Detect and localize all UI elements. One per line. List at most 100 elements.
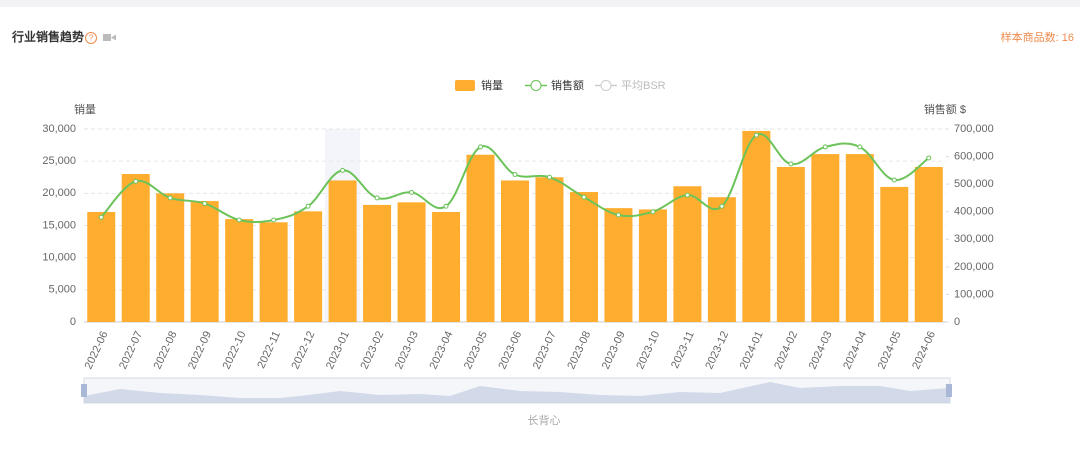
bar xyxy=(466,154,495,322)
x-tick-label: 2022-09 xyxy=(186,329,214,371)
legend-label[interactable]: 平均BSR xyxy=(621,79,666,92)
bar xyxy=(776,166,805,322)
chart-title: 行业销售趋势 xyxy=(11,29,84,44)
x-tick-label: 2024-04 xyxy=(841,329,869,371)
help-icon[interactable] xyxy=(85,32,97,44)
sales-point xyxy=(512,171,518,177)
zoom-handle-right[interactable] xyxy=(946,384,952,397)
bar xyxy=(225,219,254,322)
bar xyxy=(569,192,598,322)
x-tick-label: 2024-03 xyxy=(807,329,835,371)
sales-point xyxy=(167,195,173,201)
bar xyxy=(535,177,564,322)
bar xyxy=(673,186,702,322)
top-strip xyxy=(0,0,1080,7)
bar xyxy=(121,174,150,322)
y2-tick-label: 200,000 xyxy=(954,261,994,273)
sales-point xyxy=(684,192,690,198)
bar xyxy=(811,154,840,322)
video-icon-tip xyxy=(111,34,116,41)
sales-point xyxy=(409,189,415,195)
sales-point xyxy=(926,155,932,161)
y-tick-label: 30,000 xyxy=(42,123,76,135)
sales-point xyxy=(478,144,484,150)
sales-point xyxy=(271,217,277,223)
y2-tick-label: 600,000 xyxy=(954,150,994,162)
legend-swatch[interactable] xyxy=(455,80,475,91)
bar xyxy=(432,211,461,322)
bar xyxy=(259,222,288,322)
x-tick-label: 2024-05 xyxy=(876,329,904,371)
x-tick-label: 2022-12 xyxy=(290,329,318,371)
zoom-handle-left[interactable] xyxy=(81,384,87,397)
video-icon[interactable] xyxy=(103,34,111,41)
bar xyxy=(294,211,323,322)
bar xyxy=(501,180,529,322)
x-tick-label: 2023-04 xyxy=(427,329,455,371)
sales-point xyxy=(857,144,863,150)
x-tick-label: 2022-06 xyxy=(83,329,111,371)
x-tick-label: 2024-01 xyxy=(738,329,766,371)
y2-tick-label: 400,000 xyxy=(954,206,994,218)
sales-point xyxy=(98,214,104,220)
sales-point xyxy=(719,203,725,209)
x-tick-label: 2024-06 xyxy=(910,329,938,371)
x-tick-label: 2023-12 xyxy=(703,329,731,371)
sales-point xyxy=(788,161,794,167)
bar xyxy=(742,130,771,322)
y2-tick-label: 100,000 xyxy=(954,288,994,300)
sales-point xyxy=(202,200,208,206)
y2-tick-label: 0 xyxy=(954,316,960,328)
sales-point xyxy=(374,195,380,201)
sales-point xyxy=(133,178,139,184)
bar xyxy=(397,202,426,322)
x-tick-label: 2023-07 xyxy=(531,329,559,371)
x-tick-label: 2023-06 xyxy=(496,329,524,371)
y2-tick-label: 500,000 xyxy=(954,178,994,190)
legend-swatch-dot xyxy=(600,80,612,91)
legend-label[interactable]: 销量 xyxy=(481,78,503,92)
bar xyxy=(845,154,874,322)
footer-label: 长背心 xyxy=(528,413,561,427)
x-tick-label: 2023-09 xyxy=(600,329,628,371)
y-tick-label: 20,000 xyxy=(42,187,76,199)
sales-point xyxy=(822,144,828,150)
x-tick-label: 2024-02 xyxy=(772,329,800,371)
x-tick-label: 2023-01 xyxy=(324,329,352,371)
y-tick-label: 0 xyxy=(70,316,76,328)
sales-point xyxy=(443,203,449,209)
bar xyxy=(87,211,116,322)
y2-axis-title: 销售额 $ xyxy=(924,102,966,116)
x-tick-label: 2023-11 xyxy=(669,329,697,370)
bar xyxy=(880,186,909,322)
bar xyxy=(363,204,392,322)
bar xyxy=(604,208,633,322)
bar xyxy=(638,209,667,322)
x-tick-label: 2022-10 xyxy=(221,329,249,371)
sales-point xyxy=(340,167,346,173)
help-icon-mark: ? xyxy=(89,34,94,43)
bar xyxy=(707,197,736,322)
sample-count: 样本商品数: 16 xyxy=(1001,30,1074,44)
bar xyxy=(914,166,943,322)
legend-swatch-dot xyxy=(530,80,542,91)
sales-point xyxy=(753,132,759,138)
sales-point xyxy=(236,217,242,223)
x-tick-label: 2023-02 xyxy=(358,329,386,371)
zoom-preview xyxy=(84,382,950,403)
y2-tick-label: 300,000 xyxy=(954,233,994,245)
y-tick-label: 25,000 xyxy=(42,155,76,167)
x-tick-label: 2023-03 xyxy=(393,329,421,371)
x-tick-label: 2022-11 xyxy=(255,329,283,370)
bar xyxy=(190,201,219,322)
bar xyxy=(156,193,185,322)
legend-label[interactable]: 销售额 xyxy=(551,78,584,92)
sales-point xyxy=(615,212,621,218)
sales-point xyxy=(546,174,552,180)
x-tick-label: 2022-07 xyxy=(117,329,145,371)
y-tick-label: 5,000 xyxy=(48,284,76,296)
sales-point xyxy=(650,209,656,215)
y-tick-label: 10,000 xyxy=(42,252,76,264)
x-tick-label: 2023-10 xyxy=(634,329,662,371)
sales-point xyxy=(581,194,587,200)
